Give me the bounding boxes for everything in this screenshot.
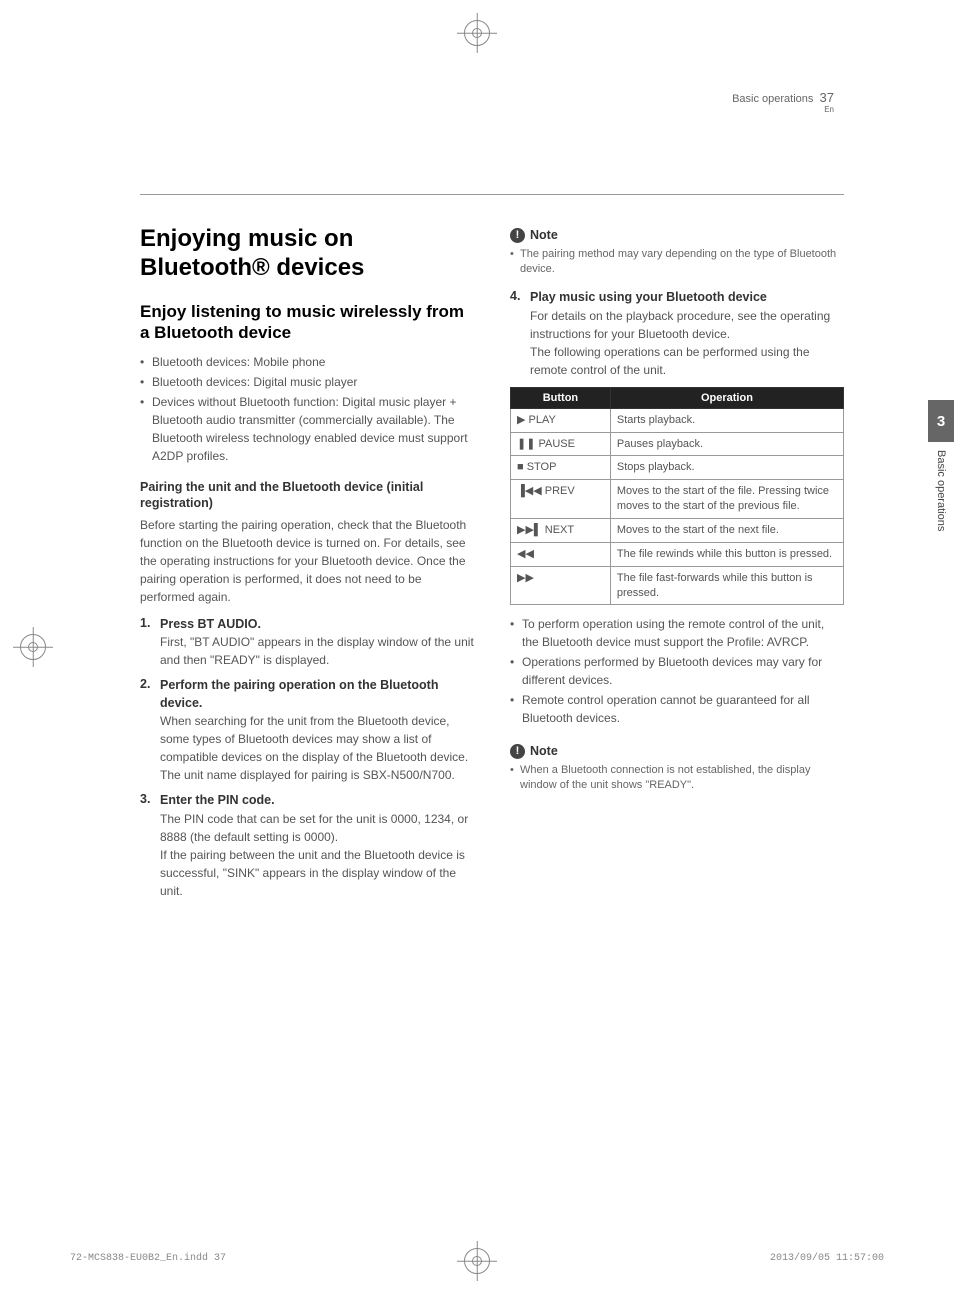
table-header: Button: [511, 387, 611, 408]
section-title: Enjoy listening to music wirelessly from…: [140, 301, 474, 344]
list-item: The pairing method may vary depending on…: [510, 247, 844, 278]
steps-list: Press BT AUDIO. First, "BT AUDIO" appear…: [140, 616, 474, 900]
pairing-subhead: Pairing the unit and the Bluetooth devic…: [140, 479, 474, 512]
note-badge: ! Note: [510, 228, 558, 243]
step-body: For details on the playback procedure, s…: [530, 307, 844, 379]
footer-right: 2013/09/05 11:57:00: [770, 1253, 884, 1264]
list-item: Remote control operation cannot be guara…: [510, 691, 844, 727]
header-rule: [140, 194, 844, 195]
table-header: Operation: [610, 387, 843, 408]
header-lang: En: [732, 105, 834, 114]
header-page: 37: [820, 90, 834, 105]
note-label: Note: [530, 228, 558, 242]
step-title: Perform the pairing operation on the Blu…: [160, 677, 474, 712]
step-title: Press BT AUDIO.: [160, 616, 474, 634]
registration-mark-top: [464, 20, 490, 46]
right-column: ! Note The pairing method may vary depen…: [510, 225, 844, 908]
list-item: Bluetooth devices: Digital music player: [140, 373, 474, 391]
step-body: When searching for the unit from the Blu…: [160, 712, 474, 784]
cell-button: ▶ PLAY: [511, 408, 611, 432]
table-row: ▶ PLAYStarts playback.: [511, 408, 844, 432]
cell-button: ■ STOP: [511, 456, 611, 480]
cell-button: ◀◀: [511, 542, 611, 566]
after-table-list: To perform operation using the remote co…: [510, 615, 844, 727]
step-number: 4.: [510, 289, 520, 303]
footer: 72-MCS838-EU0B2_En.indd 37 2013/09/05 11…: [70, 1253, 884, 1264]
registration-mark-left: [20, 634, 46, 660]
table-row: ▶▶▌ NEXTMoves to the start of the next f…: [511, 519, 844, 543]
step-body: The PIN code that can be set for the uni…: [160, 810, 474, 900]
header-section: Basic operations: [732, 93, 813, 105]
cell-operation: Starts playback.: [610, 408, 843, 432]
note-badge: ! Note: [510, 744, 558, 759]
pairing-body: Before starting the pairing operation, c…: [140, 516, 474, 606]
footer-left: 72-MCS838-EU0B2_En.indd 37: [70, 1253, 226, 1264]
step-title: Play music using your Bluetooth device: [530, 289, 844, 307]
cell-operation: Stops playback.: [610, 456, 843, 480]
content-columns: Enjoying music on Bluetooth® devices Enj…: [140, 225, 844, 908]
step-item: Perform the pairing operation on the Blu…: [140, 677, 474, 784]
cell-button: ▐◀◀ PREV: [511, 480, 611, 519]
cell-operation: Moves to the start of the file. Pressing…: [610, 480, 843, 519]
step-item: Enter the PIN code. The PIN code that ca…: [140, 792, 474, 900]
step-title: Enter the PIN code.: [160, 792, 474, 810]
step-item: Press BT AUDIO. First, "BT AUDIO" appear…: [140, 616, 474, 670]
cell-button: ▶▶: [511, 566, 611, 605]
table-row: ❚❚ PAUSEPauses playback.: [511, 432, 844, 456]
cell-operation: The file fast-forwards while this button…: [610, 566, 843, 605]
operations-table: Button Operation ▶ PLAYStarts playback. …: [510, 387, 844, 606]
cell-operation: The file rewinds while this button is pr…: [610, 542, 843, 566]
page-title: Enjoying music on Bluetooth® devices: [140, 225, 474, 283]
chapter-label: Basic operations: [935, 450, 947, 531]
table-row: ▐◀◀ PREVMoves to the start of the file. …: [511, 480, 844, 519]
left-column: Enjoying music on Bluetooth® devices Enj…: [140, 225, 474, 908]
cell-operation: Moves to the start of the next file.: [610, 519, 843, 543]
list-item: When a Bluetooth connection is not estab…: [510, 763, 844, 794]
running-header: Basic operations 37 En: [732, 90, 834, 114]
cell-button: ▶▶▌ NEXT: [511, 519, 611, 543]
step-4: 4. Play music using your Bluetooth devic…: [510, 289, 844, 379]
step-body: First, "BT AUDIO" appears in the display…: [160, 633, 474, 669]
cell-button: ❚❚ PAUSE: [511, 432, 611, 456]
chapter-tab: 3: [928, 400, 954, 442]
intro-bullet-list: Bluetooth devices: Mobile phone Bluetoot…: [140, 353, 474, 465]
note-list: When a Bluetooth connection is not estab…: [510, 763, 844, 794]
list-item: Operations performed by Bluetooth device…: [510, 653, 844, 689]
chapter-number: 3: [937, 413, 945, 430]
note-icon: !: [510, 744, 525, 759]
note-icon: !: [510, 228, 525, 243]
table-row: ■ STOPStops playback.: [511, 456, 844, 480]
cell-operation: Pauses playback.: [610, 432, 843, 456]
list-item: Bluetooth devices: Mobile phone: [140, 353, 474, 371]
note-label: Note: [530, 744, 558, 758]
list-item: To perform operation using the remote co…: [510, 615, 844, 651]
list-item: Devices without Bluetooth function: Digi…: [140, 393, 474, 465]
table-row: ▶▶The file fast-forwards while this butt…: [511, 566, 844, 605]
table-row: ◀◀The file rewinds while this button is …: [511, 542, 844, 566]
note-list: The pairing method may vary depending on…: [510, 247, 844, 278]
